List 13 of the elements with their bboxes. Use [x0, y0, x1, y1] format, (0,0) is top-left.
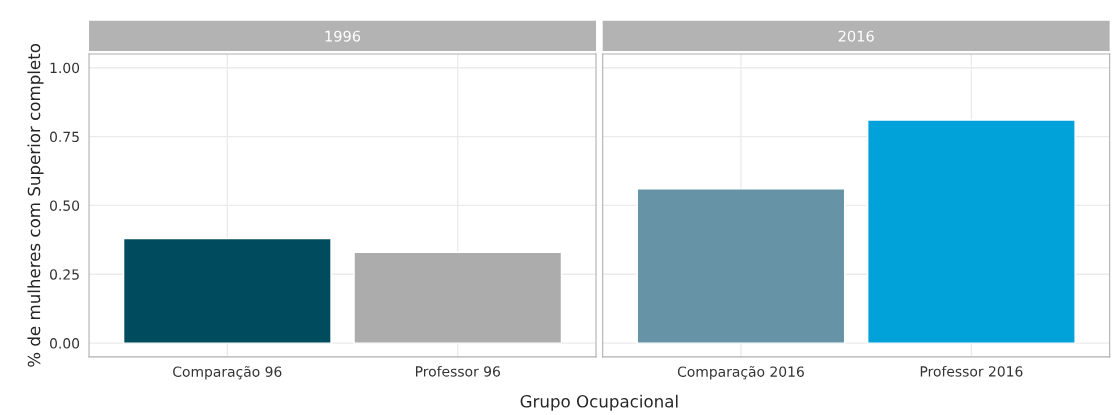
x-tick-label: Professor 2016: [920, 365, 1023, 377]
x-tick-label: Comparação 2016: [677, 365, 804, 380]
y-tick-label: 0.50: [50, 200, 80, 211]
x-axis-title: Grupo Ocupacional: [520, 394, 678, 411]
y-tick-label: 0.75: [50, 131, 79, 143]
x-tick-label: Professor 96: [416, 365, 500, 377]
x-tick-label: Comparação 96: [173, 365, 282, 380]
y-tick-label: 0.00: [50, 338, 80, 349]
chart-title: 2016: [838, 30, 874, 42]
y-tick-label: 1.00: [50, 62, 80, 74]
y-axis-title: % de mulheres com Superior completo: [27, 43, 44, 367]
chart-title: 1996: [325, 30, 361, 42]
y-tick-label: 0.25: [50, 269, 79, 280]
